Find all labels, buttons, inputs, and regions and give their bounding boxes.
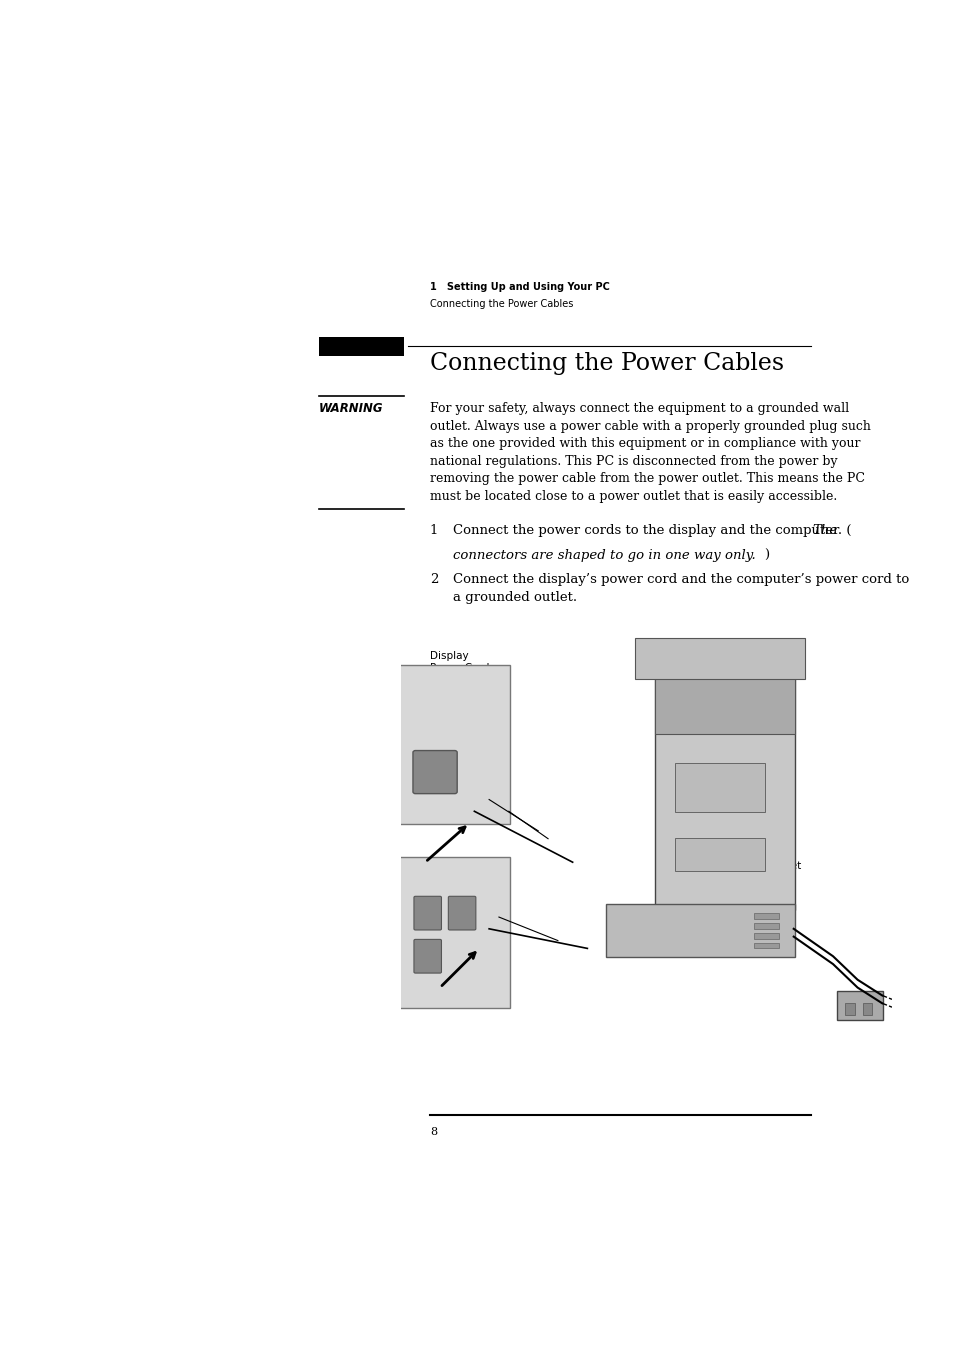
Text: For your safety, always connect the equipment to a grounded wall
outlet. Always : For your safety, always connect the equi… [429, 403, 870, 503]
FancyBboxPatch shape [448, 896, 476, 929]
Text: 8: 8 [429, 1128, 436, 1138]
FancyBboxPatch shape [754, 923, 779, 929]
Text: Connecting the Power Cables: Connecting the Power Cables [429, 300, 573, 309]
Text: The: The [812, 524, 837, 538]
Text: Grounded Outlet: Grounded Outlet [714, 861, 801, 871]
Bar [318, 336, 403, 355]
Text: WARNING: WARNING [318, 403, 383, 415]
FancyBboxPatch shape [674, 763, 764, 812]
FancyBboxPatch shape [674, 838, 764, 871]
FancyBboxPatch shape [654, 665, 795, 911]
FancyBboxPatch shape [655, 666, 794, 734]
FancyBboxPatch shape [413, 751, 456, 793]
FancyBboxPatch shape [862, 1004, 871, 1015]
FancyBboxPatch shape [836, 990, 882, 1020]
Text: Connect the display’s power cord and the computer’s power cord to
a grounded out: Connect the display’s power cord and the… [453, 573, 909, 604]
FancyBboxPatch shape [398, 857, 510, 1008]
Text: 1   Setting Up and Using Your PC: 1 Setting Up and Using Your PC [429, 282, 609, 292]
Text: Computer
Power Cord: Computer Power Cord [429, 880, 489, 902]
Text: Connect the power cords to the display and the computer. (: Connect the power cords to the display a… [453, 524, 851, 538]
FancyBboxPatch shape [754, 943, 779, 948]
Text: 2: 2 [429, 573, 437, 586]
Text: connectors are shaped to go in one way only.: connectors are shaped to go in one way o… [453, 549, 756, 562]
FancyBboxPatch shape [398, 665, 510, 824]
FancyBboxPatch shape [635, 638, 804, 680]
Text: Display
Power Cord: Display Power Cord [429, 651, 489, 673]
Text: ): ) [763, 549, 768, 562]
FancyBboxPatch shape [414, 896, 441, 929]
Text: 1: 1 [429, 524, 437, 538]
Text: Connecting the Power Cables: Connecting the Power Cables [429, 353, 783, 376]
FancyBboxPatch shape [754, 932, 779, 939]
FancyBboxPatch shape [414, 939, 441, 973]
FancyBboxPatch shape [754, 913, 779, 919]
FancyBboxPatch shape [605, 904, 795, 958]
FancyBboxPatch shape [844, 1004, 854, 1015]
